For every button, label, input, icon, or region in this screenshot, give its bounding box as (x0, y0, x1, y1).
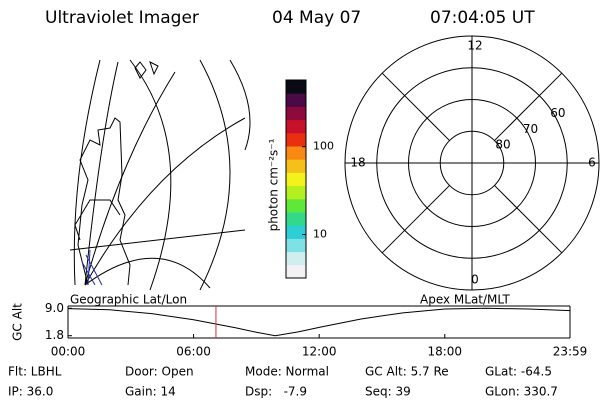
mlt-label: 6 (588, 156, 596, 170)
color-stripe (286, 185, 306, 200)
status-field: Mode: Normal (245, 365, 329, 379)
lat-label: 60 (550, 106, 565, 120)
status-field: Seq: 39 (365, 385, 411, 399)
polar-label: Apex MLat/MLT (420, 293, 510, 307)
mlt-label: 0 (471, 273, 479, 287)
map-label: Geographic Lat/Lon (70, 293, 187, 307)
y-axis-label: GC Alt (11, 303, 25, 341)
x-tick-label: 18:00 (427, 345, 462, 359)
color-stripe (286, 93, 306, 107)
status-field: Gain: 14 (125, 385, 176, 399)
color-stripe (286, 80, 306, 94)
color-stripe (286, 159, 306, 173)
coastline (77, 117, 131, 286)
lat-circle (439, 130, 505, 196)
color-stripe (286, 264, 306, 279)
parallel (229, 59, 251, 151)
x-tick-label: 23:59 (553, 345, 588, 359)
lat-label: 80 (495, 138, 510, 152)
spoke (494, 72, 563, 141)
lat-label: 70 (523, 122, 538, 136)
x-tick-label: 00:00 (51, 345, 86, 359)
color-stripe (286, 172, 306, 187)
coastline (134, 61, 159, 79)
status-field: IP: 36.0 (8, 385, 53, 399)
status-field: Door: Open (125, 365, 194, 379)
spoke (381, 185, 450, 254)
meridian (84, 257, 211, 289)
time: 07:04:05 UT (430, 8, 535, 28)
parallel (69, 229, 246, 251)
status-field: GLon: 330.7 (485, 385, 558, 399)
color-stripe (286, 198, 306, 213)
colorbar-frame (285, 79, 307, 279)
date: 04 May 07 (272, 8, 361, 28)
spoke (381, 72, 450, 141)
colorbar-label: photon cm⁻²s⁻¹ (267, 138, 281, 231)
y-tick-label: 9.0 (45, 301, 64, 315)
color-stripe (286, 251, 306, 266)
color-stripe (286, 132, 306, 147)
parallel (129, 59, 172, 291)
mlt-label: 12 (467, 39, 482, 53)
color-stripe (286, 212, 306, 226)
status-field: GLat: -64.5 (485, 365, 552, 379)
spoke (494, 185, 563, 254)
coastline (74, 199, 121, 241)
status-field: Flt: LBHL (8, 365, 62, 379)
tick-label: 10 (313, 228, 327, 241)
x-tick-label: 12:00 (302, 345, 337, 359)
geo-map (69, 59, 251, 291)
mlt-label: 18 (350, 156, 365, 170)
lat-circle (376, 67, 568, 259)
lat-circle (408, 99, 536, 227)
meridian (73, 59, 101, 286)
status-field: GC Alt: 5.7 Re (365, 365, 449, 379)
x-tick-label: 06:00 (176, 345, 211, 359)
color-stripe (286, 106, 306, 121)
coastline (81, 249, 103, 286)
parallel (199, 59, 231, 291)
title: Ultraviolet Imager (45, 8, 199, 28)
meridian (84, 117, 246, 286)
color-stripe (286, 238, 306, 253)
color-stripe (286, 146, 306, 160)
color-stripe (286, 225, 306, 239)
status-field: Dsp: -7.9 (245, 385, 307, 399)
color-stripe (286, 119, 306, 134)
y-tick-label: 1.8 (45, 328, 64, 342)
altitude-line (67, 307, 571, 337)
meridian (84, 61, 119, 286)
tick-label: 100 (313, 140, 334, 153)
meridian (84, 71, 176, 286)
